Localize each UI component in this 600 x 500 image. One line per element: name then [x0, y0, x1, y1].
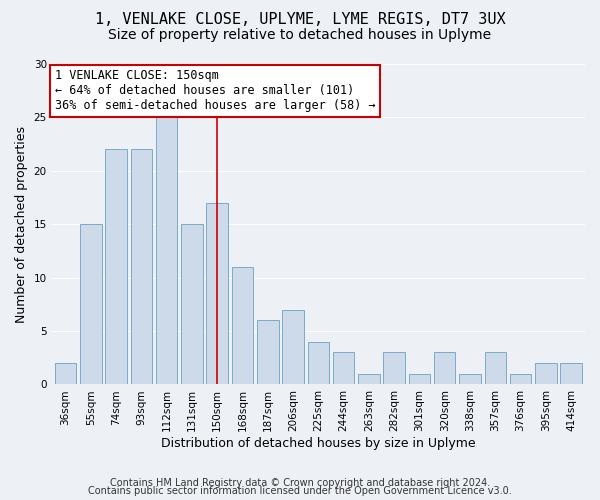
Bar: [156, 118, 178, 384]
Text: 1 VENLAKE CLOSE: 150sqm
← 64% of detached houses are smaller (101)
36% of semi-d: 1 VENLAKE CLOSE: 150sqm ← 64% of detache…: [55, 70, 376, 112]
Text: Contains HM Land Registry data © Crown copyright and database right 2024.: Contains HM Land Registry data © Crown c…: [110, 478, 490, 488]
Bar: [206, 203, 228, 384]
Bar: [80, 224, 101, 384]
Bar: [383, 352, 405, 384]
Bar: [510, 374, 531, 384]
Bar: [257, 320, 278, 384]
Bar: [535, 363, 557, 384]
Text: Size of property relative to detached houses in Uplyme: Size of property relative to detached ho…: [109, 28, 491, 42]
X-axis label: Distribution of detached houses by size in Uplyme: Distribution of detached houses by size …: [161, 437, 476, 450]
Bar: [358, 374, 380, 384]
Bar: [485, 352, 506, 384]
Bar: [333, 352, 355, 384]
Bar: [308, 342, 329, 384]
Bar: [106, 150, 127, 384]
Bar: [434, 352, 455, 384]
Text: Contains public sector information licensed under the Open Government Licence v3: Contains public sector information licen…: [88, 486, 512, 496]
Bar: [55, 363, 76, 384]
Bar: [181, 224, 203, 384]
Bar: [131, 150, 152, 384]
Bar: [283, 310, 304, 384]
Bar: [560, 363, 582, 384]
Bar: [232, 267, 253, 384]
Text: 1, VENLAKE CLOSE, UPLYME, LYME REGIS, DT7 3UX: 1, VENLAKE CLOSE, UPLYME, LYME REGIS, DT…: [95, 12, 505, 28]
Y-axis label: Number of detached properties: Number of detached properties: [15, 126, 28, 322]
Bar: [459, 374, 481, 384]
Bar: [409, 374, 430, 384]
